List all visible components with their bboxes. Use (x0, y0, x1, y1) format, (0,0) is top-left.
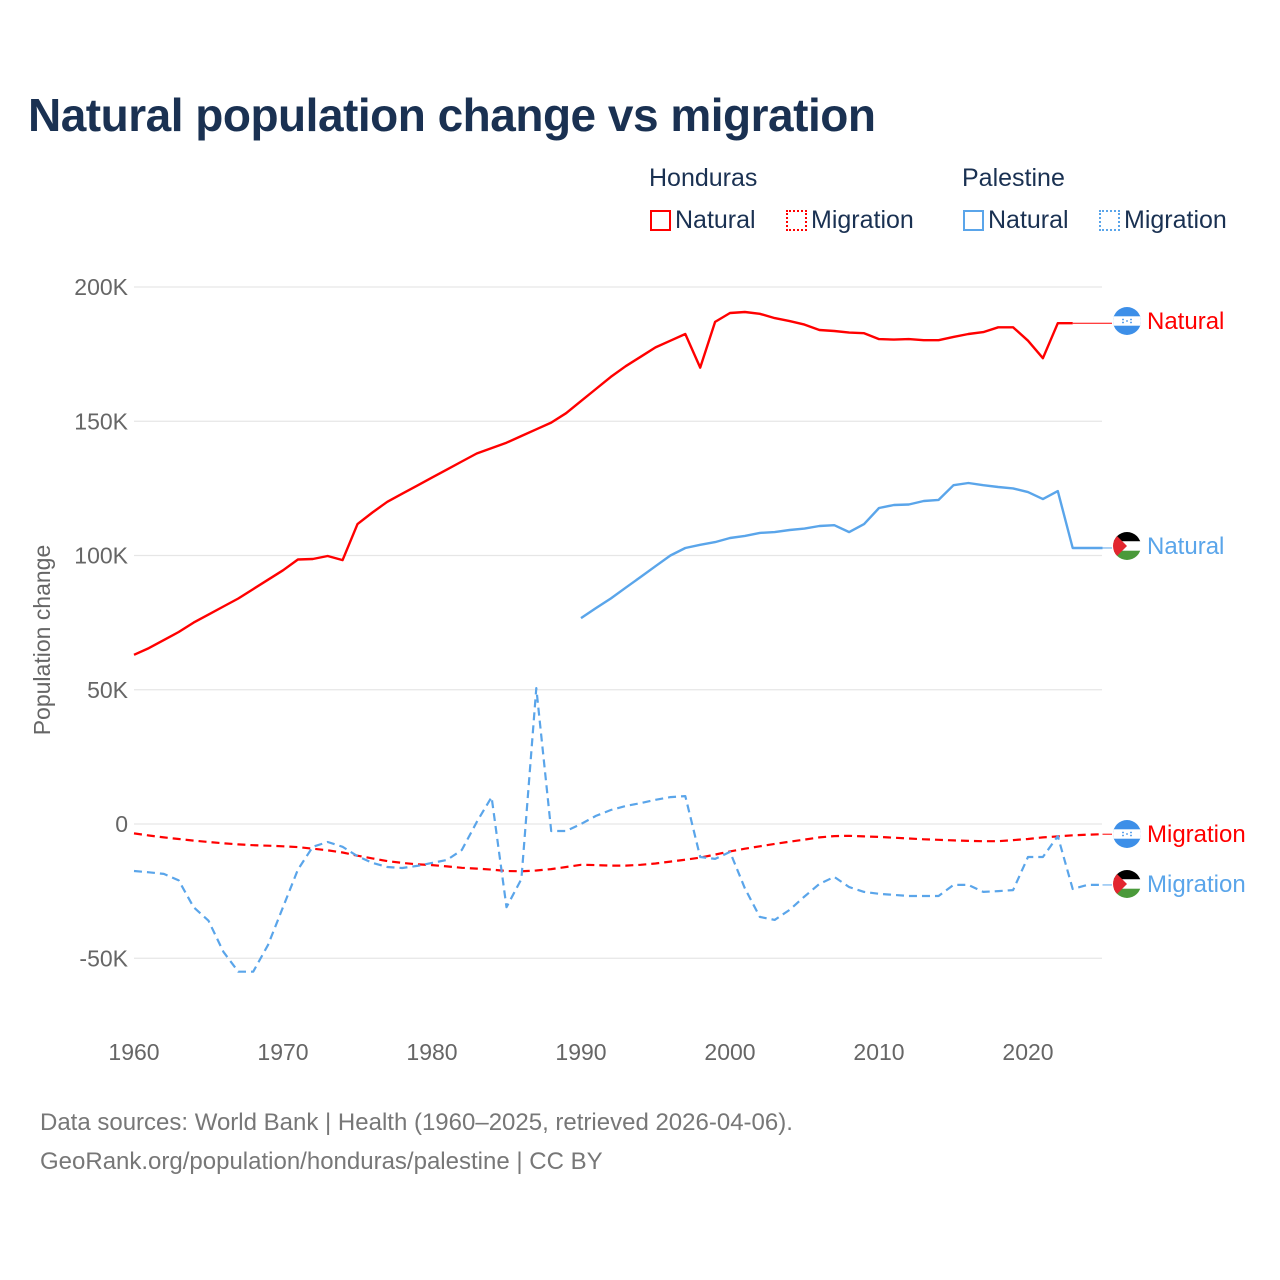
x-tick-label: 2000 (704, 1039, 755, 1065)
legend-label: Natural (988, 206, 1069, 234)
footer-link[interactable]: GeoRank.org/population/honduras/palestin… (40, 1148, 603, 1175)
chart-title: Natural population change vs migration (28, 89, 876, 141)
legend-label: Migration (1124, 206, 1227, 234)
x-tick-label: 2010 (853, 1039, 904, 1065)
solid-swatch-icon (650, 210, 671, 231)
y-tick-label: 200K (74, 274, 128, 300)
series-line-palestine-natural (580, 481, 1103, 620)
series-end-label: Migration (1147, 871, 1246, 898)
legend-honduras-natural[interactable]: Natural (650, 206, 756, 235)
dotted-swatch-icon (1099, 210, 1120, 231)
legend-palestine-migration[interactable]: Migration (1099, 206, 1227, 235)
x-tick-label: 1990 (555, 1039, 606, 1065)
honduras-flag-icon (1113, 820, 1141, 848)
y-tick-label: 0 (115, 811, 128, 837)
series-line-honduras-migration (133, 832, 1103, 873)
palestine-flag-icon (1113, 532, 1141, 560)
legend-honduras-migration[interactable]: Migration (786, 206, 914, 235)
series-end-label: Natural (1147, 533, 1224, 560)
legend-label: Migration (811, 206, 914, 234)
legend-group-honduras: Honduras (649, 164, 758, 192)
legend-group-palestine: Palestine (962, 164, 1065, 192)
y-tick-label: 50K (87, 677, 129, 703)
legend-label: Natural (675, 206, 756, 234)
y-tick-label: 100K (74, 543, 128, 569)
legend-palestine-natural[interactable]: Natural (963, 206, 1069, 235)
x-tick-label: 1980 (406, 1039, 457, 1065)
series-end-label: Natural (1147, 308, 1224, 335)
series-line-palestine-migration (133, 686, 1103, 973)
honduras-flag-icon (1113, 307, 1141, 335)
solid-swatch-icon (963, 210, 984, 231)
x-tick-label: 1970 (257, 1039, 308, 1065)
y-tick-label: -50K (79, 945, 128, 971)
x-tick-label: 1960 (108, 1039, 159, 1065)
y-tick-label: 150K (74, 408, 128, 434)
series-line-honduras-natural (133, 310, 1073, 656)
series-end-label: Migration (1147, 821, 1246, 848)
dotted-swatch-icon (786, 210, 807, 231)
palestine-flag-icon (1113, 870, 1141, 898)
footer-sources: Data sources: World Bank | Health (1960–… (40, 1109, 793, 1136)
x-tick-label: 2020 (1002, 1039, 1053, 1065)
y-axis-title: Population change (29, 545, 55, 736)
